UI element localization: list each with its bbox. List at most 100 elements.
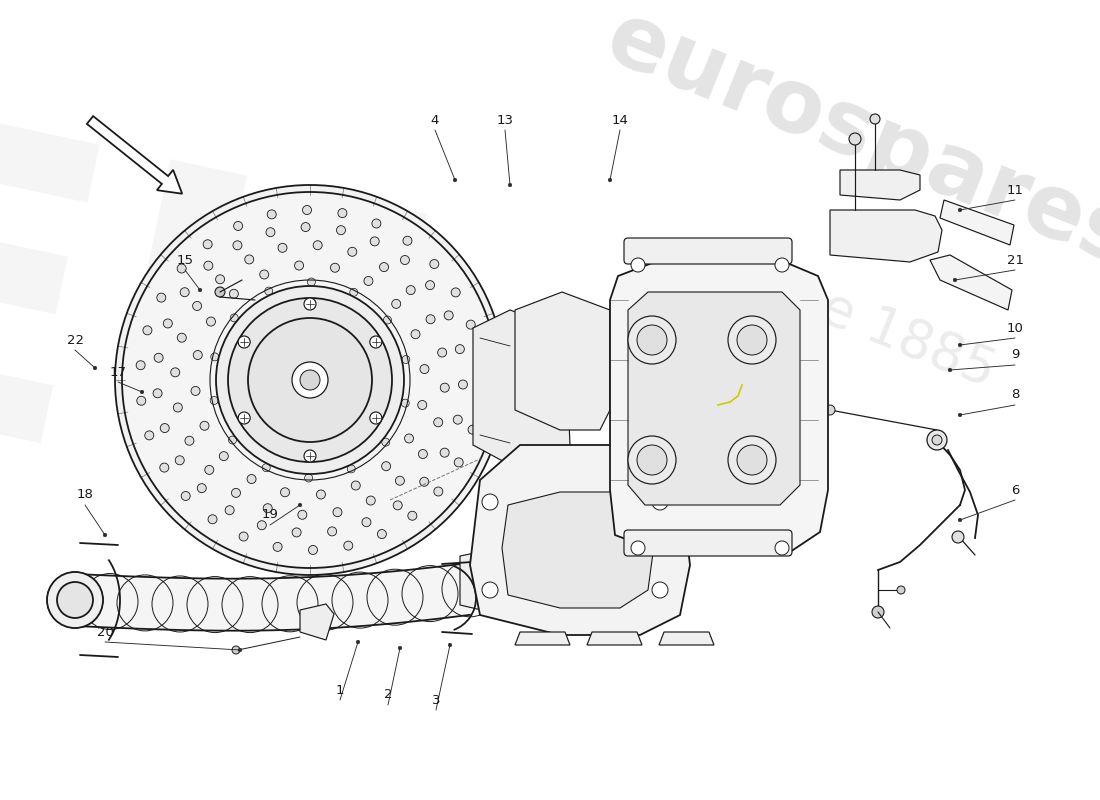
Text: 15: 15	[176, 254, 194, 266]
Polygon shape	[587, 632, 642, 645]
Circle shape	[177, 264, 186, 273]
Circle shape	[392, 356, 399, 364]
Circle shape	[220, 396, 229, 404]
Circle shape	[273, 542, 282, 551]
Circle shape	[153, 389, 162, 398]
Text: 13: 13	[496, 114, 514, 126]
Circle shape	[278, 243, 287, 252]
Polygon shape	[470, 445, 690, 635]
Circle shape	[402, 399, 409, 407]
Circle shape	[398, 646, 402, 650]
FancyArrow shape	[87, 116, 183, 194]
Circle shape	[870, 114, 880, 124]
Circle shape	[219, 452, 229, 461]
Circle shape	[776, 541, 789, 555]
Circle shape	[177, 334, 186, 342]
Circle shape	[364, 277, 373, 286]
Circle shape	[356, 640, 360, 644]
Circle shape	[366, 440, 374, 448]
Circle shape	[192, 302, 201, 310]
Circle shape	[348, 247, 356, 256]
Circle shape	[232, 646, 240, 654]
Circle shape	[637, 445, 667, 475]
Polygon shape	[659, 632, 714, 645]
Circle shape	[351, 481, 361, 490]
Circle shape	[57, 582, 94, 618]
Text: 19: 19	[262, 509, 278, 522]
Polygon shape	[515, 292, 611, 430]
Circle shape	[239, 648, 242, 652]
Text: 14: 14	[612, 114, 628, 126]
Circle shape	[239, 412, 250, 424]
Circle shape	[211, 353, 219, 361]
Text: 10: 10	[1006, 322, 1023, 334]
FancyBboxPatch shape	[624, 530, 792, 556]
Text: since 1885: since 1885	[717, 242, 1003, 398]
Circle shape	[482, 582, 498, 598]
Circle shape	[140, 390, 144, 394]
Circle shape	[370, 315, 378, 323]
Circle shape	[637, 325, 667, 355]
Circle shape	[469, 425, 477, 434]
Circle shape	[371, 237, 380, 246]
Circle shape	[420, 365, 429, 374]
Circle shape	[280, 460, 289, 468]
Circle shape	[372, 219, 381, 228]
Polygon shape	[300, 604, 334, 640]
FancyBboxPatch shape	[624, 238, 792, 264]
Circle shape	[366, 496, 375, 505]
Circle shape	[200, 422, 209, 430]
Circle shape	[411, 330, 420, 338]
Circle shape	[157, 293, 166, 302]
Circle shape	[304, 450, 316, 462]
Circle shape	[948, 368, 951, 372]
Circle shape	[222, 351, 230, 359]
Polygon shape	[628, 292, 800, 505]
Circle shape	[337, 226, 345, 234]
Circle shape	[198, 288, 201, 292]
Circle shape	[231, 488, 241, 498]
Circle shape	[185, 436, 194, 446]
Circle shape	[370, 412, 382, 424]
Circle shape	[825, 405, 835, 415]
Circle shape	[197, 484, 207, 493]
Polygon shape	[460, 550, 512, 612]
Text: 3: 3	[431, 694, 440, 706]
Circle shape	[348, 465, 355, 473]
Circle shape	[466, 320, 475, 329]
Circle shape	[242, 437, 250, 445]
Circle shape	[474, 354, 483, 364]
Circle shape	[305, 474, 312, 482]
Circle shape	[393, 501, 403, 510]
Circle shape	[216, 274, 224, 284]
Circle shape	[737, 445, 767, 475]
Circle shape	[418, 401, 427, 410]
Circle shape	[377, 530, 386, 538]
Circle shape	[430, 259, 439, 269]
Circle shape	[230, 314, 239, 322]
Circle shape	[257, 521, 266, 530]
Text: a passion for parts since 1885: a passion for parts since 1885	[381, 378, 740, 542]
Circle shape	[228, 298, 392, 462]
Circle shape	[292, 362, 328, 398]
Text: 8: 8	[1011, 389, 1020, 402]
Circle shape	[298, 510, 307, 519]
Circle shape	[958, 413, 961, 417]
Circle shape	[482, 494, 498, 510]
Circle shape	[263, 504, 272, 513]
Circle shape	[191, 386, 200, 395]
Circle shape	[426, 281, 434, 290]
Text: 18: 18	[77, 489, 94, 502]
Circle shape	[239, 532, 249, 541]
Circle shape	[392, 299, 400, 308]
Circle shape	[628, 316, 676, 364]
Circle shape	[226, 506, 234, 514]
Circle shape	[216, 286, 404, 474]
Circle shape	[174, 403, 183, 412]
Circle shape	[403, 236, 412, 246]
Circle shape	[245, 312, 254, 320]
Circle shape	[214, 287, 225, 297]
Circle shape	[295, 261, 304, 270]
Circle shape	[405, 434, 414, 443]
Circle shape	[333, 508, 342, 517]
